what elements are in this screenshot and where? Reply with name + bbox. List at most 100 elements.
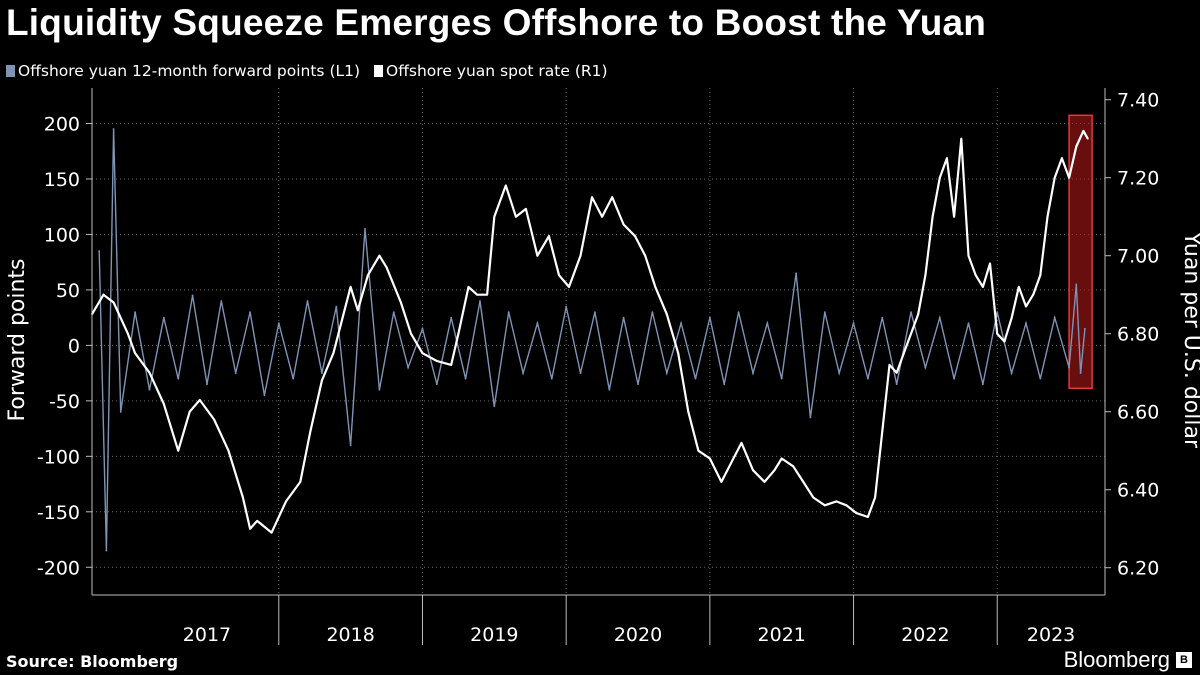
spot-rate-point (410, 332, 412, 335)
spot-rate-point (881, 430, 884, 433)
spot-rate-point (902, 352, 905, 355)
spot-rate-point (1068, 176, 1070, 179)
forward-points-point (335, 305, 338, 308)
forward-points-point (680, 322, 683, 325)
right-tick-label: 6.80 (1117, 324, 1159, 346)
spot-rate-point (1075, 145, 1078, 148)
x-tick-label: 2017 (183, 624, 231, 646)
left-tick-label: -200 (37, 557, 80, 579)
forward-points-point (1053, 316, 1056, 319)
spot-rate-point (525, 208, 527, 210)
spot-rate-point (996, 332, 999, 335)
forward-points-point (407, 366, 410, 369)
x-tick-label: 2023 (1027, 624, 1075, 646)
forward-points-point (752, 372, 754, 375)
spot-rate-point (780, 457, 783, 460)
spot-rate-point (938, 176, 941, 179)
highlight-box (1068, 114, 1093, 390)
right-tick-label: 7.20 (1117, 168, 1159, 190)
forward-points-point (981, 383, 984, 386)
brand-name: Bloomberg (1063, 647, 1170, 672)
forward-points-point (119, 411, 122, 413)
spot-rate-point (917, 313, 920, 316)
forward-points-point (148, 388, 151, 391)
forward-points-point (809, 416, 812, 419)
forward-points-point (234, 372, 237, 375)
forward-points-point (665, 372, 668, 375)
forward-points-point (263, 394, 266, 397)
forward-points-point (98, 250, 101, 252)
spot-rate-point (888, 364, 891, 366)
right-tick-label: 7.00 (1117, 246, 1159, 268)
forward-points-point (938, 316, 941, 319)
forward-points-point (392, 311, 395, 314)
forward-points-point (105, 549, 108, 552)
spot-rate-point (385, 266, 388, 269)
spot-rate-point (1017, 286, 1020, 288)
forward-points-point (134, 311, 137, 314)
forward-points-point (651, 311, 654, 314)
tick-labels: 200 150 100 50 0 -50 -100 -150 -200 7.40 7.20 7.00 6… (37, 90, 1159, 646)
forward-points-point (249, 311, 251, 314)
forward-points-point (723, 383, 726, 386)
forward-points-point (536, 322, 539, 325)
forward-points-point (421, 327, 424, 330)
spot-rate-point (256, 520, 259, 522)
right-tick-label: 7.40 (1117, 90, 1159, 112)
forward-points-point (565, 305, 568, 308)
left-tick-label: -150 (37, 502, 80, 524)
spot-rate-point (946, 157, 948, 160)
forward-points-point (550, 377, 553, 380)
chart-title: Liquidity Squeeze Emerges Offshore to Bo… (6, 2, 987, 43)
left-tick-label: 0 (68, 335, 80, 357)
left-tick-label: -50 (49, 391, 80, 413)
forward-points-point (1075, 283, 1078, 286)
forward-points-point (594, 311, 596, 314)
spot-rate-point (752, 469, 754, 472)
spot-rate-point (241, 496, 244, 499)
forward-points-point (967, 322, 970, 325)
spot-rate-point (400, 301, 402, 304)
spot-rate-point (1025, 305, 1027, 308)
spot-rate-point (568, 286, 570, 288)
forward-points-point (292, 377, 295, 380)
forward-points-point (177, 377, 180, 380)
spot-rate-point (378, 254, 381, 257)
spot-rate-point (812, 496, 815, 499)
forward-points-point (996, 311, 999, 314)
forward-points-point (881, 316, 884, 319)
forward-points-point (953, 377, 956, 380)
forward-points-point (162, 316, 165, 319)
forward-points-series (98, 128, 1086, 552)
forward-points-point (1025, 322, 1027, 325)
spot-rate-point (802, 481, 805, 483)
legend-item-forward-points: Offshore yuan 12-month forward points (L… (6, 62, 360, 80)
spot-rate-point (953, 215, 956, 218)
forward-points-point (1079, 372, 1082, 375)
spot-rate-point (708, 457, 711, 460)
forward-points-point (364, 227, 366, 230)
spot-rate-point (558, 274, 560, 277)
spot-rate-point (960, 137, 963, 140)
legend-swatch-forward-points (6, 65, 15, 77)
spot-rate-point (309, 430, 312, 433)
spot-rate-point (910, 332, 912, 335)
forward-points-point (112, 128, 115, 130)
right-tick-label: 6.20 (1117, 558, 1159, 580)
spot-rate-point (450, 364, 453, 366)
forward-points-point (637, 383, 639, 386)
spot-rate-point (697, 449, 700, 452)
spot-rate-point (421, 352, 424, 355)
spot-rate-point (1010, 317, 1013, 319)
spot-rate-point (249, 527, 251, 530)
x-tick-label: 2022 (901, 624, 949, 646)
spot-rate-point (198, 399, 201, 401)
spot-rate-point (1060, 157, 1063, 160)
forward-points-point (895, 383, 898, 386)
forward-points-point (766, 322, 769, 325)
forward-points-point (1039, 377, 1042, 380)
spot-rate-point (504, 184, 507, 187)
grid-lines (92, 88, 1105, 595)
spot-rate-point (989, 262, 991, 265)
spot-rate-point (285, 500, 287, 503)
